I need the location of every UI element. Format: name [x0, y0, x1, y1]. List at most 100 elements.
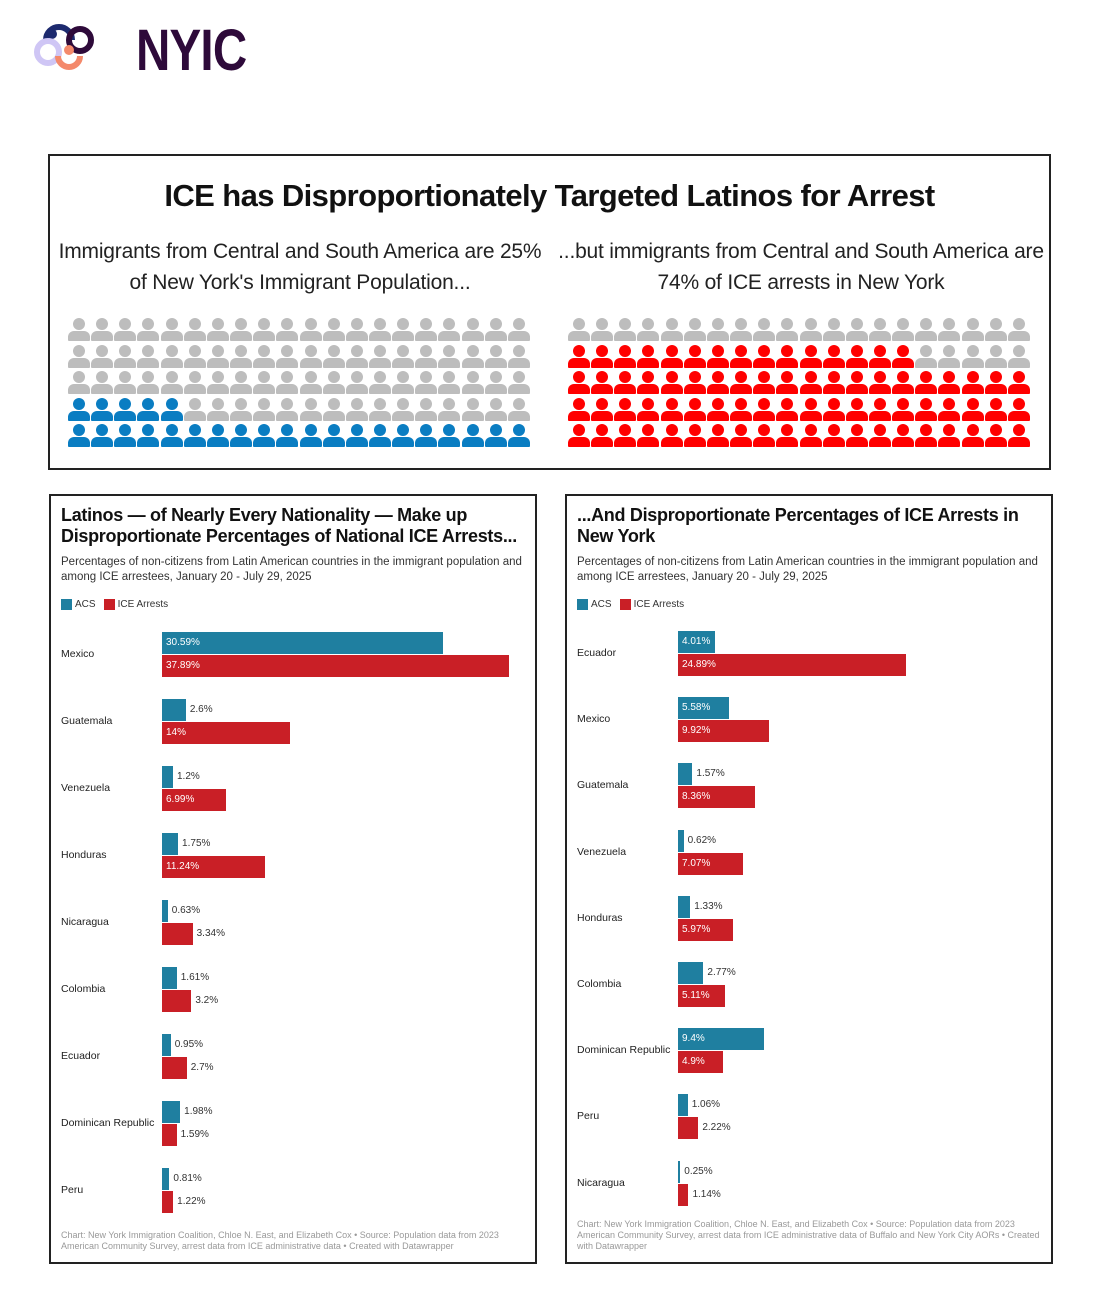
person-icon-highlighted	[637, 397, 660, 422]
legend-label: ICE Arrests	[633, 599, 685, 610]
person-icon-highlighted	[345, 424, 368, 448]
person-icon-highlighted	[591, 424, 614, 448]
left-statement: Immigrants from Central and South Americ…	[58, 240, 542, 294]
person-icon-highlighted	[68, 397, 90, 422]
person-icon-highlighted	[730, 344, 753, 369]
person-icon	[230, 344, 253, 369]
person-icon	[322, 371, 345, 395]
bar-value-label: 4.9%	[682, 1056, 705, 1068]
person-icon-highlighted	[892, 397, 915, 422]
category-label: Nicaragua	[577, 1176, 625, 1189]
person-icon-highlighted	[915, 397, 938, 422]
person-icon	[183, 397, 206, 422]
chart-subtitle: Percentages of non-citizens from Latin A…	[61, 556, 522, 583]
person-icon	[206, 371, 229, 395]
person-icon	[91, 344, 114, 369]
category-label: Nicaragua	[61, 916, 109, 928]
person-icon	[230, 318, 253, 342]
person-icon-highlighted	[845, 371, 868, 395]
person-icon-highlighted	[868, 424, 891, 448]
person-icon-highlighted	[822, 344, 845, 369]
person-icon	[230, 397, 253, 422]
person-icon	[345, 371, 368, 395]
person-icon-highlighted	[591, 397, 614, 422]
person-icon	[938, 318, 961, 342]
person-icon-highlighted	[183, 424, 206, 448]
person-icon-highlighted	[137, 397, 160, 422]
person-icon	[392, 344, 415, 369]
bar-value-label: 0.25%	[684, 1165, 713, 1177]
person-icon-highlighted	[892, 344, 915, 369]
person-icon	[730, 318, 753, 342]
person-icon-highlighted	[660, 371, 683, 395]
person-icon-highlighted	[776, 371, 799, 395]
person-icon-highlighted	[1007, 397, 1030, 422]
category-label: Colombia	[577, 978, 622, 990]
legend-swatch	[577, 599, 588, 610]
person-icon-highlighted	[776, 397, 799, 422]
acs-bar	[678, 763, 693, 786]
bar-value-label: 4.01%	[682, 636, 711, 647]
legend-label: ACS	[75, 599, 96, 610]
person-icon-highlighted	[637, 371, 660, 395]
person-icon	[253, 344, 276, 369]
person-icon	[753, 318, 776, 342]
bar-value-label: 1.75%	[182, 838, 211, 849]
person-icon	[568, 318, 590, 342]
person-icon	[614, 318, 637, 342]
bar-value-label: 1.2%	[177, 771, 200, 782]
person-icon-highlighted	[730, 371, 753, 395]
person-icon	[253, 397, 276, 422]
ice-bar	[162, 1057, 187, 1079]
person-icon-highlighted	[753, 371, 776, 395]
person-icon	[160, 318, 183, 342]
person-icon	[299, 397, 322, 422]
person-icon-highlighted	[892, 424, 915, 448]
person-icon	[91, 318, 114, 342]
person-icon-highlighted	[299, 424, 322, 448]
person-icon-highlighted	[507, 424, 530, 448]
person-icon	[299, 344, 322, 369]
person-icon	[915, 344, 938, 369]
person-icon	[484, 397, 507, 422]
person-icon-highlighted	[845, 424, 868, 448]
person-icon	[368, 397, 391, 422]
bar-value-label: 0.62%	[687, 834, 717, 846]
person-icon-highlighted	[660, 397, 683, 422]
acs-bar	[162, 900, 168, 922]
bar-value-label: 1.22%	[177, 1196, 206, 1207]
right-statement: ...but immigrants from Central and South…	[558, 240, 1044, 294]
acs-bar	[162, 699, 186, 721]
person-icon	[438, 344, 461, 369]
nyic-logo: NYIC	[34, 12, 247, 82]
person-icon-highlighted	[368, 424, 391, 448]
acs-bar	[162, 967, 177, 989]
person-icon-highlighted	[915, 371, 938, 395]
person-icon	[345, 397, 368, 422]
ice-bar	[678, 1051, 723, 1074]
acs-bar	[678, 1160, 681, 1183]
ice-bar	[678, 918, 733, 941]
chart-legend: ACS ICE Arrests	[61, 599, 529, 610]
category-label: Ecuador	[577, 647, 617, 659]
person-icon	[484, 318, 507, 342]
person-icon-highlighted	[206, 424, 229, 448]
person-icon	[868, 318, 891, 342]
bar-value-label: 5.58%	[682, 702, 711, 714]
person-icon	[68, 371, 90, 395]
acs-bar	[678, 697, 730, 720]
chart-header: ...And Disproportionate Percentages of I…	[577, 505, 1045, 610]
person-icon	[484, 371, 507, 395]
bar-value-label: 7.07%	[682, 857, 711, 869]
person-icon	[438, 318, 461, 342]
person-icon-highlighted	[822, 371, 845, 395]
bar-value-label: 2.77%	[707, 967, 736, 978]
person-icon	[68, 318, 90, 342]
bar-value-label: 1.33%	[694, 900, 723, 912]
person-icon	[160, 371, 183, 395]
person-icon	[91, 371, 114, 395]
person-icon	[276, 371, 299, 395]
ice-bar	[678, 786, 755, 809]
person-icon	[206, 397, 229, 422]
person-icon-highlighted	[938, 371, 961, 395]
